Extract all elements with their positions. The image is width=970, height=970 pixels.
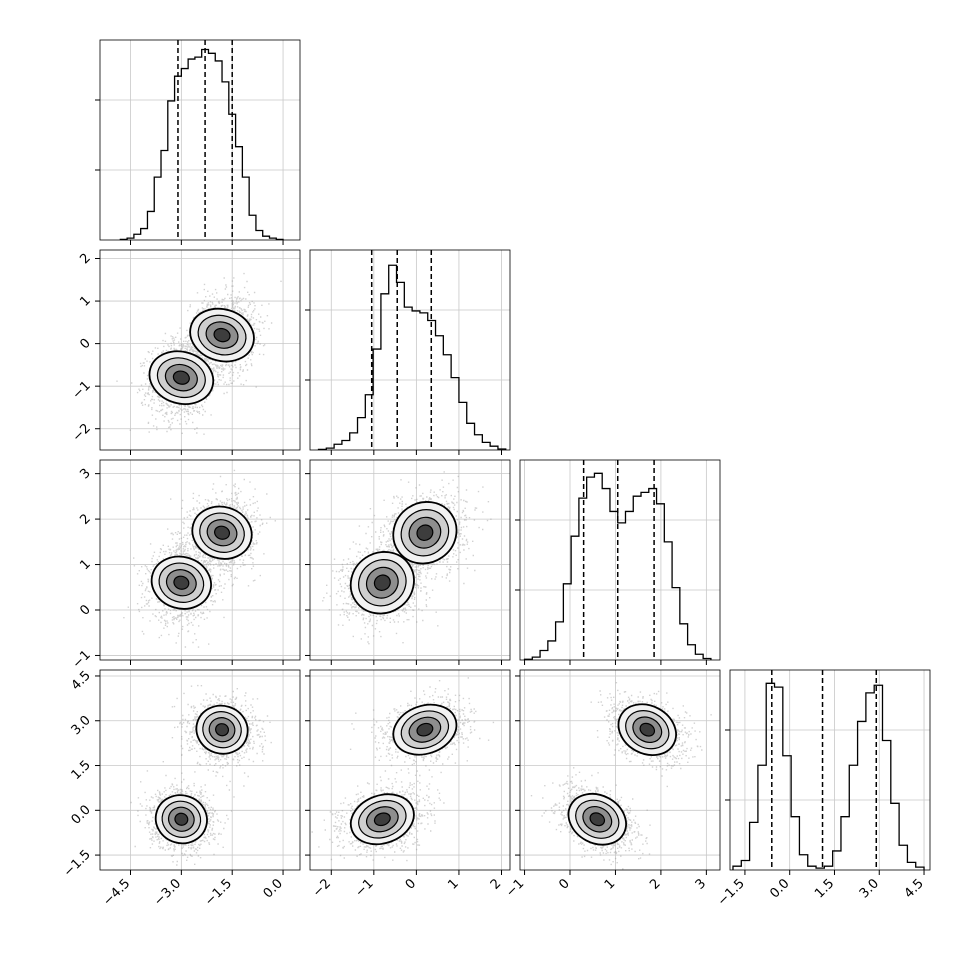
density-contour — [373, 574, 391, 592]
x-tick-label: 1 — [445, 876, 461, 892]
density-contour — [639, 722, 656, 737]
axes-frame — [519, 669, 721, 871]
scatter-points — [130, 684, 272, 866]
y-tick-label: 3.0 — [69, 713, 94, 738]
axes-frame — [309, 249, 511, 451]
x-tick-label: 1.5 — [812, 876, 837, 901]
density-contour — [416, 524, 434, 542]
x-tick-label: 4.5 — [902, 876, 927, 901]
density-contour — [416, 722, 434, 737]
x-tick-label: 1 — [602, 876, 618, 892]
y-tick-label: 0 — [77, 336, 93, 352]
y-tick-label: 2 — [77, 251, 93, 267]
density-contour — [213, 327, 231, 343]
density-contour — [589, 812, 606, 827]
hist-panel-3 — [515, 459, 721, 665]
axes-frame — [99, 459, 301, 661]
x-tick-label: 2 — [647, 876, 663, 892]
histogram-step — [119, 48, 284, 240]
x-tick-label: 0 — [556, 876, 572, 892]
y-tick-label: 0.0 — [69, 803, 94, 828]
axes-frame — [99, 669, 301, 871]
pair-panel-3-1: −1 0 1 2 3 — [70, 459, 301, 672]
scatter-points — [123, 469, 276, 648]
x-tick-label: 2 — [488, 876, 504, 892]
scatter-points — [530, 682, 712, 870]
y-tick-label: 2 — [77, 511, 93, 527]
x-tick-label: −1.5 — [715, 876, 748, 909]
pair-panel-4-1: −4.5 −3.0 −1.5 0.0 −1.5 0.0 1.5 3.0 4.5 — [61, 668, 301, 909]
histogram-step — [317, 264, 507, 450]
x-tick-label: 3.0 — [857, 876, 882, 901]
y-tick-label: 1 — [77, 293, 93, 309]
y-tick-label: −1 — [70, 378, 94, 402]
x-tick-label: −1.5 — [202, 876, 235, 909]
y-tick-label: 4.5 — [69, 668, 94, 693]
x-tick-label: 0.0 — [767, 876, 792, 901]
axes-frame — [99, 39, 301, 241]
x-tick-label: 3 — [693, 876, 709, 892]
x-tick-label: −3.0 — [151, 876, 184, 909]
density-contour — [173, 575, 190, 590]
density-contour — [214, 525, 231, 540]
y-tick-label: 0 — [77, 602, 93, 618]
y-tick-label: 1 — [77, 557, 93, 573]
density-contour — [215, 723, 230, 737]
hist-panel-4: −1.5 0.0 1.5 3.0 4.5 — [715, 669, 931, 909]
density-contour — [174, 812, 189, 826]
hist-panel-2 — [305, 249, 511, 455]
y-tick-label: 1.5 — [69, 758, 94, 783]
axes-frame — [99, 249, 301, 451]
pair-panel-4-2: −2 −1 0 1 2 — [305, 669, 511, 900]
axes-frame — [729, 669, 931, 871]
axes-frame — [309, 669, 511, 871]
x-tick-label: 0 — [403, 876, 419, 892]
y-tick-label: −1 — [70, 648, 94, 672]
axes-frame — [519, 459, 721, 661]
y-tick-label: −1.5 — [61, 847, 94, 880]
y-tick-label: −2 — [70, 421, 94, 445]
density-contour — [373, 812, 391, 827]
scatter-points — [311, 677, 495, 870]
axes-frame — [309, 459, 511, 661]
pair-panel-2-1: −2 −1 0 1 2 — [70, 249, 301, 455]
hist-panel-1 — [95, 39, 301, 245]
x-tick-label: −2 — [310, 876, 334, 900]
x-tick-label: 0.0 — [261, 876, 286, 901]
x-tick-label: −1 — [503, 876, 527, 900]
density-contour — [172, 370, 190, 385]
pair-panel-4-3: −1 0 1 2 3 — [503, 669, 721, 900]
x-tick-label: −4.5 — [100, 876, 133, 909]
pair-panel-3-2 — [305, 459, 511, 665]
histogram-step — [732, 682, 925, 870]
x-tick-label: −1 — [352, 876, 376, 900]
y-tick-label: 3 — [77, 466, 93, 482]
